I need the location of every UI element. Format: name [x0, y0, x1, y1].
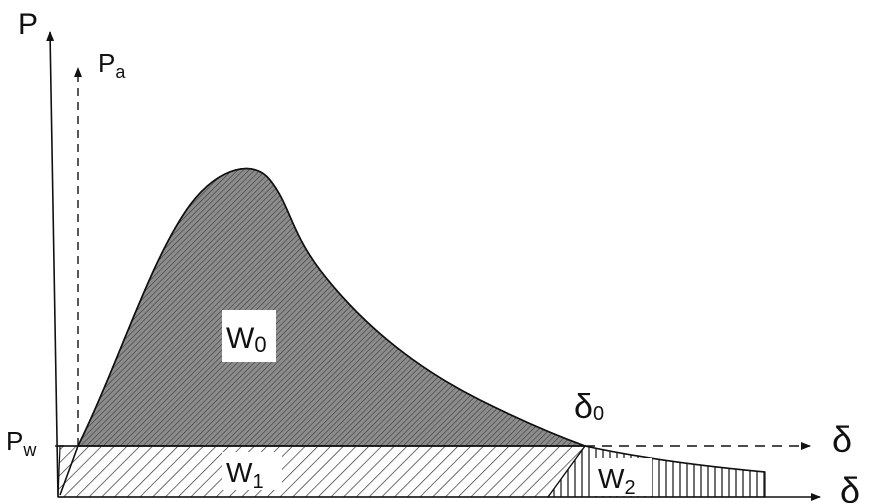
w1-label: W1	[226, 457, 264, 493]
w0-label-box	[222, 310, 276, 362]
delta-axis-lower-label: δ	[840, 470, 860, 503]
p-axis-label: P	[18, 8, 38, 41]
w0-label: W0	[226, 322, 267, 357]
w1-region	[57, 445, 587, 498]
w1-label-box	[222, 452, 282, 490]
w2-label-box	[592, 458, 652, 496]
w2-region	[546, 445, 766, 498]
delta0-label: δ0	[574, 388, 604, 426]
w2-label: W2	[598, 463, 636, 499]
pa-axis-label: Pa	[98, 48, 126, 82]
pw-label: Pw	[6, 426, 37, 460]
delta-axis-upper-label: δ	[832, 419, 852, 460]
w0-region	[76, 167, 586, 447]
p-axis	[46, 31, 59, 498]
